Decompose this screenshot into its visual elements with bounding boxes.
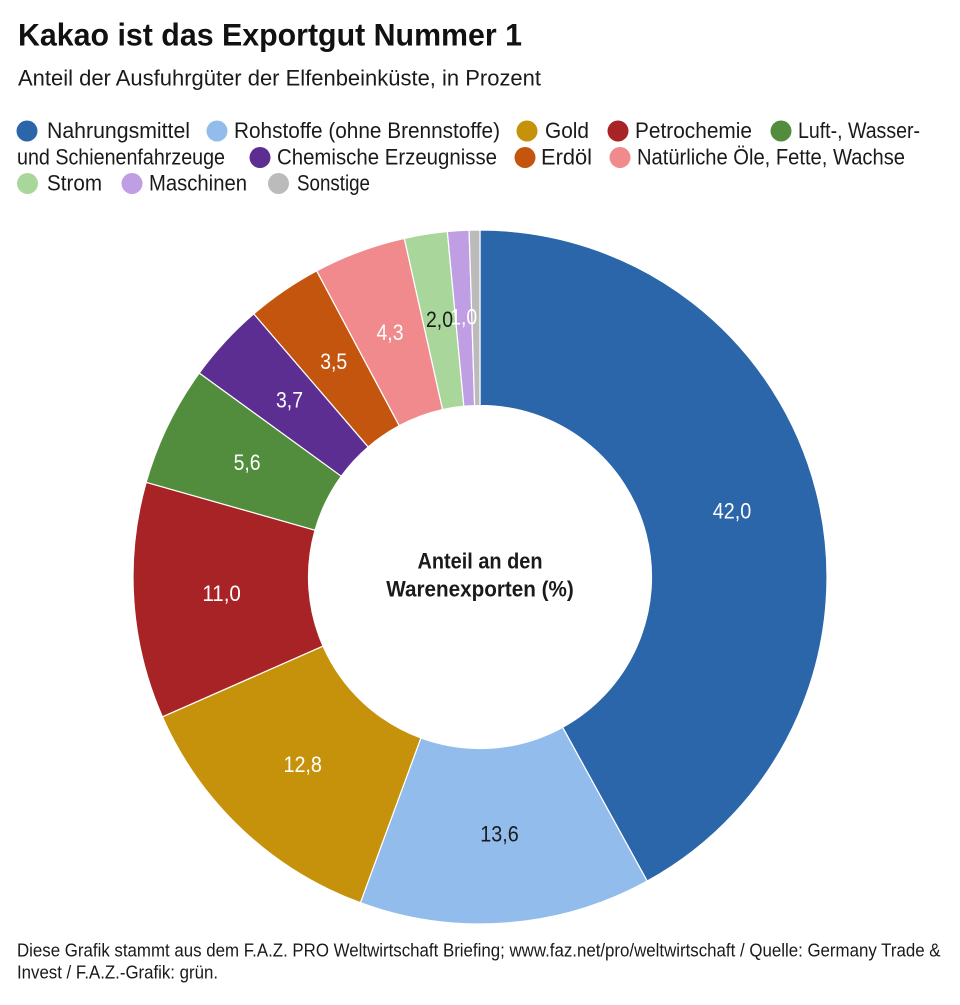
svg-text:Maschinen: Maschinen <box>149 170 247 195</box>
svg-text:Chemische Erzeugnisse: Chemische Erzeugnisse <box>277 144 497 169</box>
svg-text:Erdöl: Erdöl <box>541 144 592 169</box>
svg-text:Natürliche Öle, Fette, Wachse: Natürliche Öle, Fette, Wachse <box>637 144 905 169</box>
svg-text:Diese Grafik stammt aus dem F.: Diese Grafik stammt aus dem F.A.Z. PRO W… <box>17 940 941 960</box>
svg-text:3,5: 3,5 <box>320 349 347 374</box>
svg-text:Anteil der Ausfuhrgüter der El: Anteil der Ausfuhrgüter der Elfenbeinküs… <box>18 66 542 91</box>
svg-text:Luft-, Wasser-: Luft-, Wasser- <box>798 118 920 143</box>
svg-text:Invest / F.A.Z.-Grafik: grün.: Invest / F.A.Z.-Grafik: grün. <box>17 963 218 983</box>
svg-text:Anteil an den: Anteil an den <box>418 548 543 573</box>
svg-text:Kakao ist das Exportgut Nummer: Kakao ist das Exportgut Nummer 1 <box>18 16 522 52</box>
svg-text:und Schienenfahrzeuge: und Schienenfahrzeuge <box>17 144 225 169</box>
svg-text:Warenexporten (%): Warenexporten (%) <box>386 576 574 601</box>
svg-text:12,8: 12,8 <box>283 752 322 777</box>
svg-text:1,0: 1,0 <box>450 305 477 330</box>
svg-text:Nahrungsmittel: Nahrungsmittel <box>47 118 190 143</box>
svg-text:4,3: 4,3 <box>377 320 404 345</box>
svg-text:Sonstige: Sonstige <box>297 170 370 195</box>
svg-text:13,6: 13,6 <box>480 821 519 846</box>
svg-text:11,0: 11,0 <box>202 581 241 606</box>
svg-text:3,7: 3,7 <box>276 388 303 413</box>
svg-text:Gold: Gold <box>545 118 589 143</box>
svg-text:Petrochemie: Petrochemie <box>635 118 752 143</box>
svg-text:42,0: 42,0 <box>713 499 752 524</box>
svg-text:Rohstoffe (ohne Brennstoffe): Rohstoffe (ohne Brennstoffe) <box>234 118 500 143</box>
svg-text:5,6: 5,6 <box>234 450 261 475</box>
svg-text:2,0: 2,0 <box>426 307 453 332</box>
svg-text:Strom: Strom <box>47 170 102 195</box>
